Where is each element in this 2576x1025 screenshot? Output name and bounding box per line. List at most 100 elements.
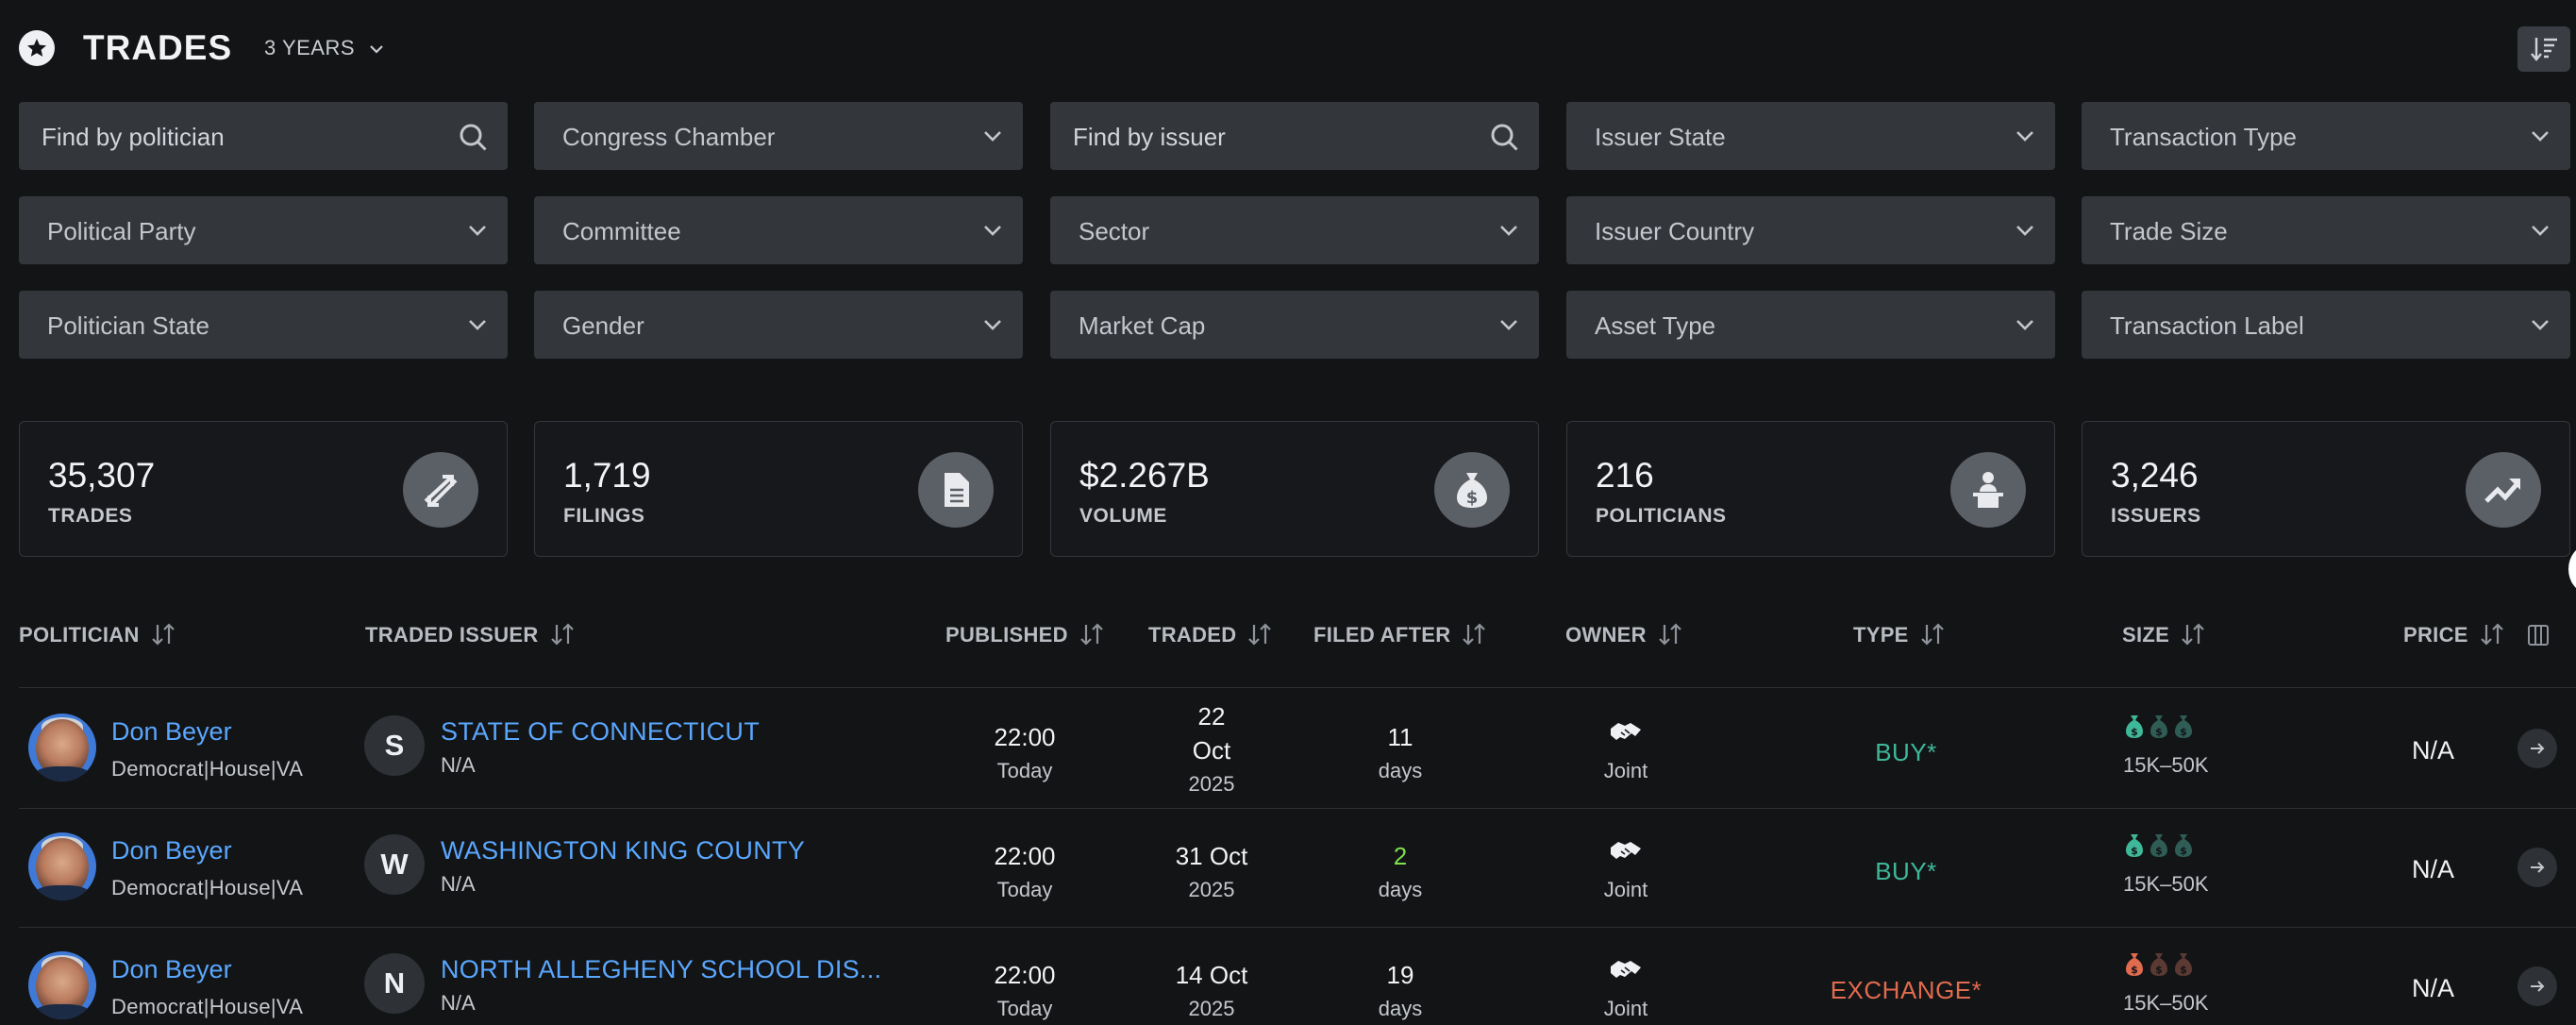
table-row[interactable]: Don Beyer Democrat|House|VA S STATE OF CONN… — [0, 691, 2576, 810]
owner-icon-wrap — [1608, 719, 1644, 752]
filter-select-issuer-country[interactable]: Issuer Country — [1566, 196, 2055, 264]
filter-select-political-party[interactable]: Political Party — [19, 196, 508, 264]
search-icon — [1491, 124, 1518, 151]
avatar[interactable] — [28, 951, 96, 1019]
column-label: TYPE — [1853, 623, 1909, 647]
column-header-type[interactable]: TYPE — [1853, 623, 1947, 647]
issuer-name-link[interactable]: NORTH ALLEGHENY SCHOOL DIS... — [441, 955, 882, 983]
issuer-name-link[interactable]: STATE OF CONNECTICUT — [441, 717, 760, 746]
column-header-size[interactable]: SIZE — [2122, 623, 2207, 647]
traded-year: 2025 — [1188, 772, 1235, 796]
filed-after-unit: days — [1378, 759, 1423, 782]
politician-meta: Democrat|House|VA — [111, 995, 304, 1018]
filter-label: Political Party — [47, 217, 196, 245]
search-input-find-by-issuer[interactable]: Find by issuer — [1050, 102, 1539, 170]
sort-arrows-icon — [1659, 623, 1681, 646]
chevron-down-icon — [2016, 131, 2033, 142]
column-label: SIZE — [2122, 623, 2170, 647]
money-bag-icon: $ — [2175, 953, 2192, 976]
filter-label: Committee — [562, 217, 681, 245]
stat-value: 216 — [1596, 456, 1654, 495]
open-trade-button[interactable] — [2517, 966, 2557, 1006]
filter-select-transaction-label[interactable]: Transaction Label — [2082, 291, 2570, 359]
stat-label: TRADES — [48, 505, 133, 527]
filter-label: Issuer Country — [1595, 217, 1755, 245]
filter-label: Congress Chamber — [562, 123, 776, 151]
traded-year: 2025 — [1188, 878, 1235, 901]
filter-select-asset-type[interactable]: Asset Type — [1566, 291, 2055, 359]
period-dropdown[interactable]: 3 YEARS — [264, 36, 384, 60]
filter-select-transaction-type[interactable]: Transaction Type — [2082, 102, 2570, 170]
column-label: OWNER — [1565, 623, 1647, 647]
politician-meta: Democrat|House|VA — [111, 876, 304, 899]
filter-select-sector[interactable]: Sector — [1050, 196, 1539, 264]
chevron-down-icon — [2532, 320, 2549, 330]
period-label: 3 YEARS — [264, 36, 356, 59]
filter-select-gender[interactable]: Gender — [534, 291, 1023, 359]
column-header-price[interactable]: PRICE — [2403, 623, 2506, 647]
owner-label: Joint — [1603, 759, 1648, 782]
filed-after-value: 11 — [1387, 723, 1413, 751]
politician-meta: Democrat|House|VA — [111, 757, 304, 781]
podium-speaker-icon — [1950, 452, 2026, 528]
traded-date: 31 Oct — [1175, 842, 1248, 870]
open-trade-button[interactable] — [2517, 729, 2557, 768]
owner-label: Joint — [1603, 997, 1648, 1020]
table-row[interactable]: Don Beyer Democrat|House|VA N NORTH ALLEGHE… — [0, 929, 2576, 1025]
svg-text:$: $ — [2180, 964, 2187, 976]
money-bag-icon: $ — [2175, 715, 2192, 738]
politician-name-link[interactable]: Don Beyer — [111, 836, 232, 865]
filter-select-politician-state[interactable]: Politician State — [19, 291, 508, 359]
filter-label: Find by politician — [42, 123, 225, 151]
owner-icon-wrap — [1608, 957, 1644, 990]
filter-label: Market Cap — [1079, 311, 1206, 340]
column-header-politician[interactable]: POLITICIAN — [19, 623, 177, 647]
svg-text:$: $ — [2155, 845, 2163, 857]
filter-select-committee[interactable]: Committee — [534, 196, 1023, 264]
chevron-down-icon — [469, 226, 486, 236]
stat-value: 1,719 — [563, 456, 651, 495]
filter-select-trade-size[interactable]: Trade Size — [2082, 196, 2570, 264]
columns-settings-icon[interactable] — [2527, 623, 2550, 652]
issuer-subtitle: N/A — [441, 753, 476, 777]
column-header-filed-after[interactable]: FILED AFTER — [1313, 623, 1488, 647]
issuer-initial-avatar: N — [364, 953, 425, 1014]
chevron-down-icon — [984, 320, 1001, 330]
open-trade-button[interactable] — [2517, 848, 2557, 887]
scroll-handle[interactable] — [2568, 546, 2576, 593]
search-input-find-by-politician[interactable]: Find by politician — [19, 102, 508, 170]
issuer-initial-avatar: W — [364, 834, 425, 895]
filed-after-unit: days — [1378, 997, 1423, 1020]
arrow-right-icon — [2531, 743, 2545, 754]
chevron-down-icon — [2016, 226, 2033, 236]
filter-label: Politician State — [47, 311, 209, 340]
page-header: TRADES 3 YEARS — [0, 0, 2576, 94]
table-row[interactable]: Don Beyer Democrat|House|VA W WASHINGTON KI… — [0, 810, 2576, 929]
sort-arrows-icon — [1920, 623, 1944, 646]
sort-order-button[interactable] — [2517, 26, 2570, 72]
stat-value: 35,307 — [48, 456, 156, 495]
stat-value: $2.267B — [1079, 456, 1210, 495]
column-header-traded[interactable]: TRADED — [1148, 623, 1274, 647]
price-value: N/A — [2412, 855, 2455, 883]
column-header-issuer[interactable]: TRADED ISSUER — [365, 623, 577, 647]
politician-name-link[interactable]: Don Beyer — [111, 717, 232, 746]
filter-label: Issuer State — [1595, 123, 1726, 151]
filter-select-market-cap[interactable]: Market Cap — [1050, 291, 1539, 359]
column-header-published[interactable]: PUBLISHED — [945, 623, 1106, 647]
filter-select-issuer-state[interactable]: Issuer State — [1566, 102, 2055, 170]
document-icon — [918, 452, 994, 528]
svg-text:$: $ — [2155, 964, 2163, 976]
stat-card-politicians: 216 POLITICIANS — [1566, 421, 2055, 557]
politician-name-link[interactable]: Don Beyer — [111, 955, 232, 983]
avatar[interactable] — [28, 714, 96, 781]
money-bag-icon: $ — [2150, 953, 2167, 976]
column-header-owner[interactable]: OWNER — [1565, 623, 1684, 647]
avatar[interactable] — [28, 832, 96, 900]
filter-select-congress-chamber[interactable]: Congress Chamber — [534, 102, 1023, 170]
column-label: TRADED ISSUER — [365, 623, 539, 647]
money-bag-icon: $ — [1434, 452, 1510, 528]
sort-descending-icon — [2531, 38, 2557, 61]
stat-card-filings: 1,719 FILINGS — [534, 421, 1023, 557]
issuer-name-link[interactable]: WASHINGTON KING COUNTY — [441, 836, 806, 865]
